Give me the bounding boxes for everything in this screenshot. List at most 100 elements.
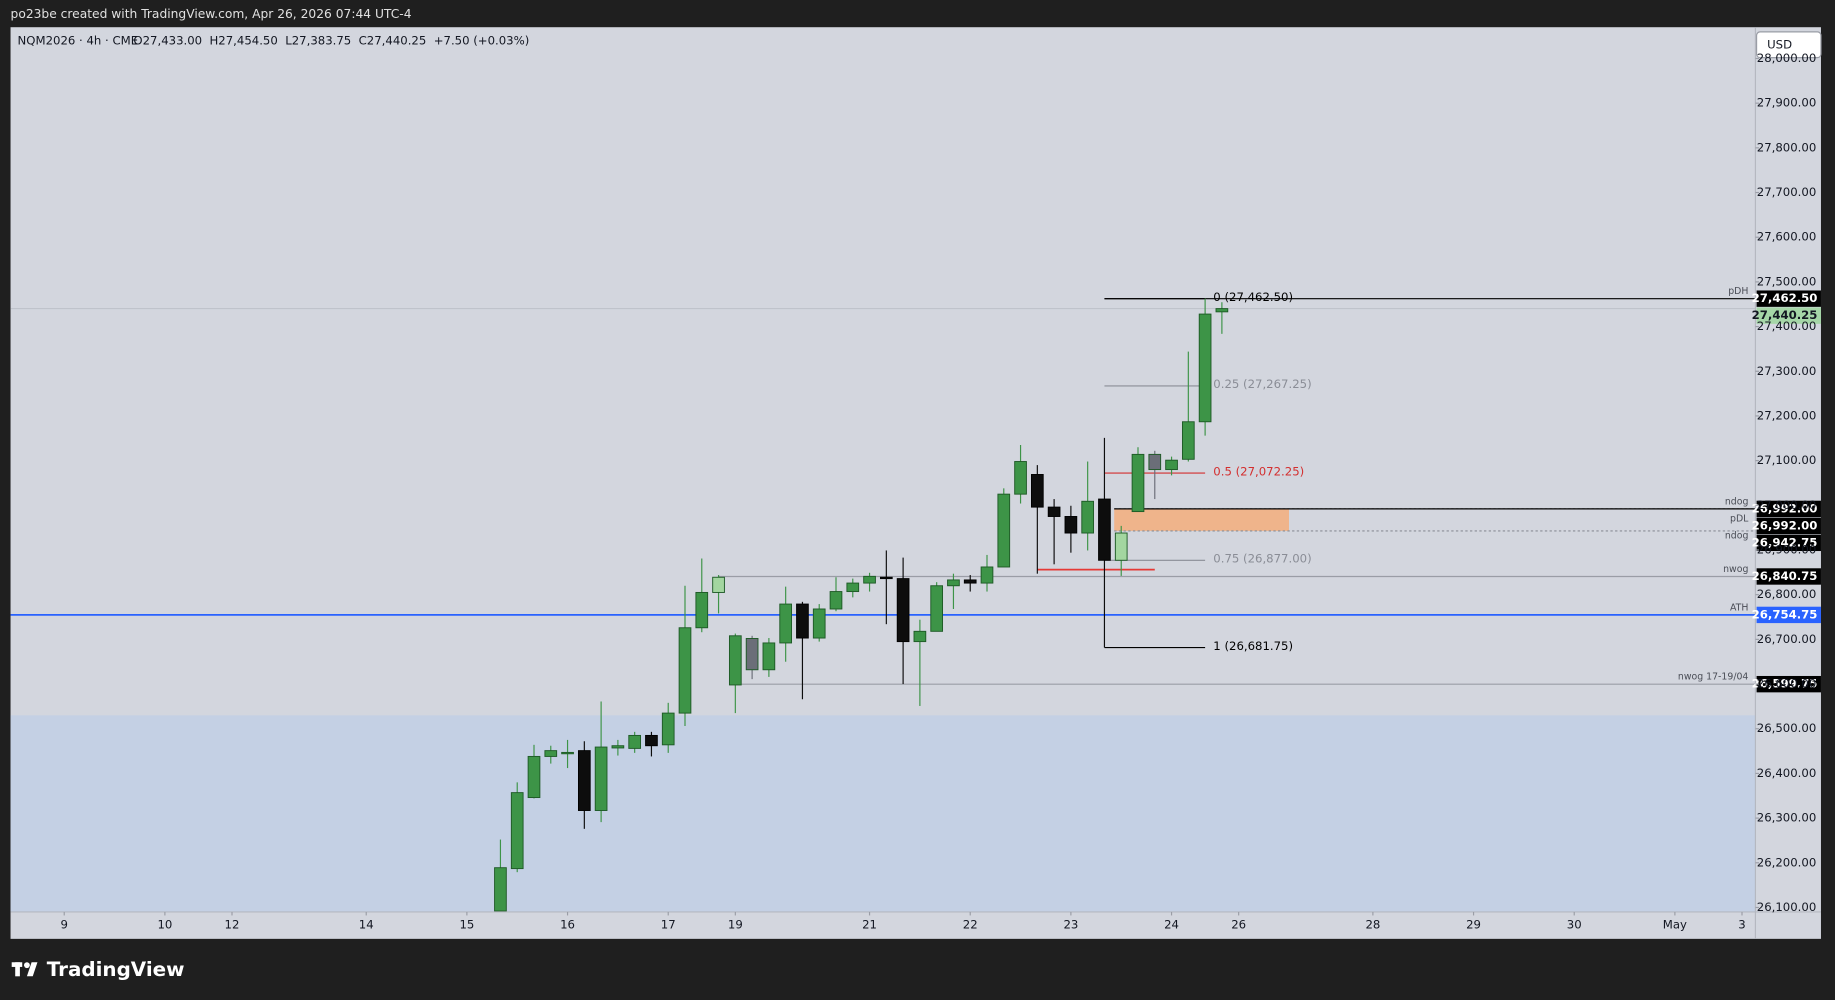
logo-mark xyxy=(23,962,30,969)
x-tick-label: 17 xyxy=(661,917,676,931)
y-tick-label: 27,100.00 xyxy=(1757,453,1816,467)
candle-body xyxy=(812,608,826,639)
price-tag-label: 26,840.75 xyxy=(1752,569,1818,583)
y-tick-label: 26,900.00 xyxy=(1757,543,1816,557)
level-name: ndog xyxy=(1725,496,1749,507)
fib-label: 0 (27,462.50) xyxy=(1213,290,1293,304)
price-tag-label: 26,992.00 xyxy=(1752,501,1818,515)
x-tick-label: 10 xyxy=(157,917,172,931)
price-tag-label: 26,942.75 xyxy=(1752,535,1818,549)
candle-body xyxy=(997,493,1011,568)
zone xyxy=(10,715,1756,912)
level-name: pDL xyxy=(1730,513,1749,524)
logo-mark xyxy=(15,962,20,977)
candle-body xyxy=(863,575,876,584)
level-name: nwog 17-19/04 xyxy=(1678,672,1749,683)
candle-body xyxy=(1098,498,1111,561)
y-tick-label: 27,000.00 xyxy=(1757,498,1816,512)
price-tag-label: 27,440.25 xyxy=(1752,308,1818,322)
level-name: nwog xyxy=(1723,564,1748,575)
price-tag xyxy=(1756,500,1821,518)
candle-body xyxy=(1215,308,1229,313)
y-tick-label: 26,100.00 xyxy=(1757,900,1816,914)
price-tag xyxy=(1756,307,1821,324)
x-tick-label: 21 xyxy=(862,917,877,931)
fib-label: 0.75 (26,877.00) xyxy=(1213,552,1311,566)
x-tick-label: 3 xyxy=(1738,917,1745,931)
candle-body xyxy=(645,734,658,747)
candle-body xyxy=(661,712,675,746)
x-tick-label: 22 xyxy=(963,917,978,931)
candle-body xyxy=(577,750,591,811)
candle-body xyxy=(594,746,608,811)
price-tag xyxy=(1756,290,1821,307)
candle-body xyxy=(678,627,692,714)
y-tick-label: 28,000.00 xyxy=(1757,51,1816,65)
candle-body xyxy=(1114,532,1128,561)
currency-button[interactable] xyxy=(1756,31,1822,59)
candle-body xyxy=(544,750,558,757)
currency: USD xyxy=(1767,37,1792,51)
fib-label: 0.5 (27,072.25) xyxy=(1213,464,1304,478)
candle-body xyxy=(762,642,776,671)
candle-body xyxy=(829,591,843,610)
ohlc: O27,433.00 H27,454.50 L27,383.75 C27,440… xyxy=(133,34,529,48)
candle-body xyxy=(728,635,742,686)
x-tick-label: 9 xyxy=(61,917,68,931)
y-tick-label: 26,300.00 xyxy=(1757,811,1816,825)
candle-body xyxy=(611,745,625,749)
candle-body xyxy=(745,638,759,671)
price-tag-label: 26,599.75 xyxy=(1752,677,1818,691)
x-tick-label: 30 xyxy=(1567,917,1582,931)
candle-body xyxy=(963,579,977,584)
candle-body xyxy=(930,585,944,632)
fib-label: 1 (26,681.75) xyxy=(1213,639,1293,653)
price-tag-label: 26,992.00 xyxy=(1752,518,1818,532)
x-tick-label: 29 xyxy=(1466,917,1481,931)
x-tick-label: 24 xyxy=(1164,917,1179,931)
candle-body xyxy=(896,578,910,643)
price-tag xyxy=(1756,606,1821,624)
y-tick-label: 27,700.00 xyxy=(1757,185,1816,199)
candle-body xyxy=(1198,313,1212,423)
candle-body xyxy=(1014,461,1027,495)
candle-body xyxy=(1030,474,1044,508)
y-tick-label: 26,500.00 xyxy=(1757,721,1816,735)
candle-body xyxy=(1148,453,1162,471)
credit: po23be created with TradingView.com, Apr… xyxy=(11,7,412,21)
x-tick-label: 23 xyxy=(1063,917,1078,931)
candle-body xyxy=(1131,453,1145,513)
candle-body xyxy=(779,603,793,644)
y-tick-label: 27,200.00 xyxy=(1757,408,1816,422)
candle-body xyxy=(1047,506,1061,517)
price-tag xyxy=(1756,534,1821,552)
candle-body xyxy=(712,576,725,593)
candle-body xyxy=(527,755,541,799)
candle-body xyxy=(846,582,860,593)
candle-body xyxy=(1064,516,1078,534)
level-name: ATH xyxy=(1730,602,1748,613)
logo xyxy=(11,962,38,977)
x-tick-label: 15 xyxy=(459,917,474,931)
level-name: ndog xyxy=(1725,530,1749,541)
y-tick-label: 26,800.00 xyxy=(1757,587,1816,601)
candle-body xyxy=(796,603,809,639)
candle-body xyxy=(1181,421,1195,460)
x-tick-label: 26 xyxy=(1231,917,1246,931)
y-tick-label: 27,400.00 xyxy=(1757,319,1816,333)
price-tag-label: 26,754.75 xyxy=(1752,607,1818,621)
x-tick-label: 28 xyxy=(1365,917,1380,931)
symbol: NQM2026 · 4h · CME xyxy=(18,34,139,48)
price-tag-label: 27,462.50 xyxy=(1752,291,1818,305)
y-tick-label: 27,800.00 xyxy=(1757,140,1816,154)
y-tick-label: 26,600.00 xyxy=(1757,677,1816,691)
candle-body xyxy=(1081,500,1095,534)
y-tick-label: 27,900.00 xyxy=(1757,96,1816,110)
candle-body xyxy=(628,734,642,749)
fib-label: 0.25 (27,267.25) xyxy=(1213,377,1311,391)
candle-body xyxy=(913,630,927,643)
x-tick-label: 14 xyxy=(359,917,374,931)
x-tick-label: 12 xyxy=(225,917,240,931)
